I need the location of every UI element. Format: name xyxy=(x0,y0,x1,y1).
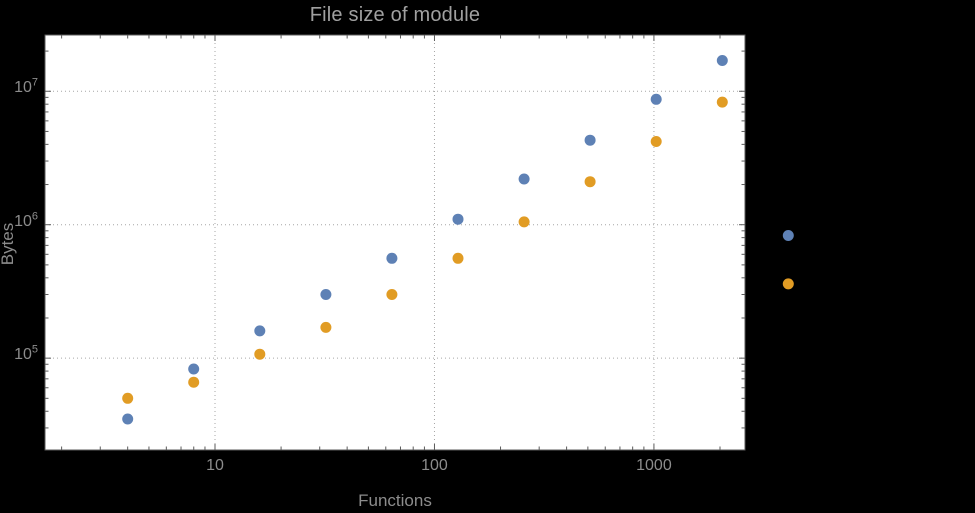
data-point-blue-series xyxy=(254,325,266,337)
data-point-orange-series xyxy=(518,216,530,228)
data-point-orange-series xyxy=(320,321,332,333)
data-point-orange-series xyxy=(122,392,134,404)
data-point-blue-series xyxy=(188,363,200,375)
x-axis-label: Functions xyxy=(358,491,432,510)
data-point-orange-series xyxy=(254,348,266,360)
data-point-orange-series xyxy=(188,376,200,388)
data-point-orange-series xyxy=(716,96,728,108)
data-point-orange-series xyxy=(452,252,464,264)
data-point-orange-series xyxy=(650,136,662,147)
data-point-blue-series xyxy=(584,134,596,146)
data-point-orange-series xyxy=(386,289,398,300)
data-point-blue-series xyxy=(452,213,464,225)
data-point-blue-series xyxy=(782,230,794,241)
data-point-orange-series xyxy=(584,176,596,188)
data-point-blue-series xyxy=(716,55,728,66)
data-point-blue-series xyxy=(320,289,332,300)
y-axis-label: Bytes xyxy=(0,222,17,266)
data-point-blue-series xyxy=(518,173,530,185)
chart-title: File size of module xyxy=(309,4,481,26)
data-point-blue-series xyxy=(122,413,134,425)
plot-background xyxy=(45,35,745,450)
data-point-blue-series xyxy=(650,93,662,105)
data-point-blue-series xyxy=(386,252,398,264)
plot-frame xyxy=(44,34,746,451)
data-point-orange-series xyxy=(782,278,794,290)
